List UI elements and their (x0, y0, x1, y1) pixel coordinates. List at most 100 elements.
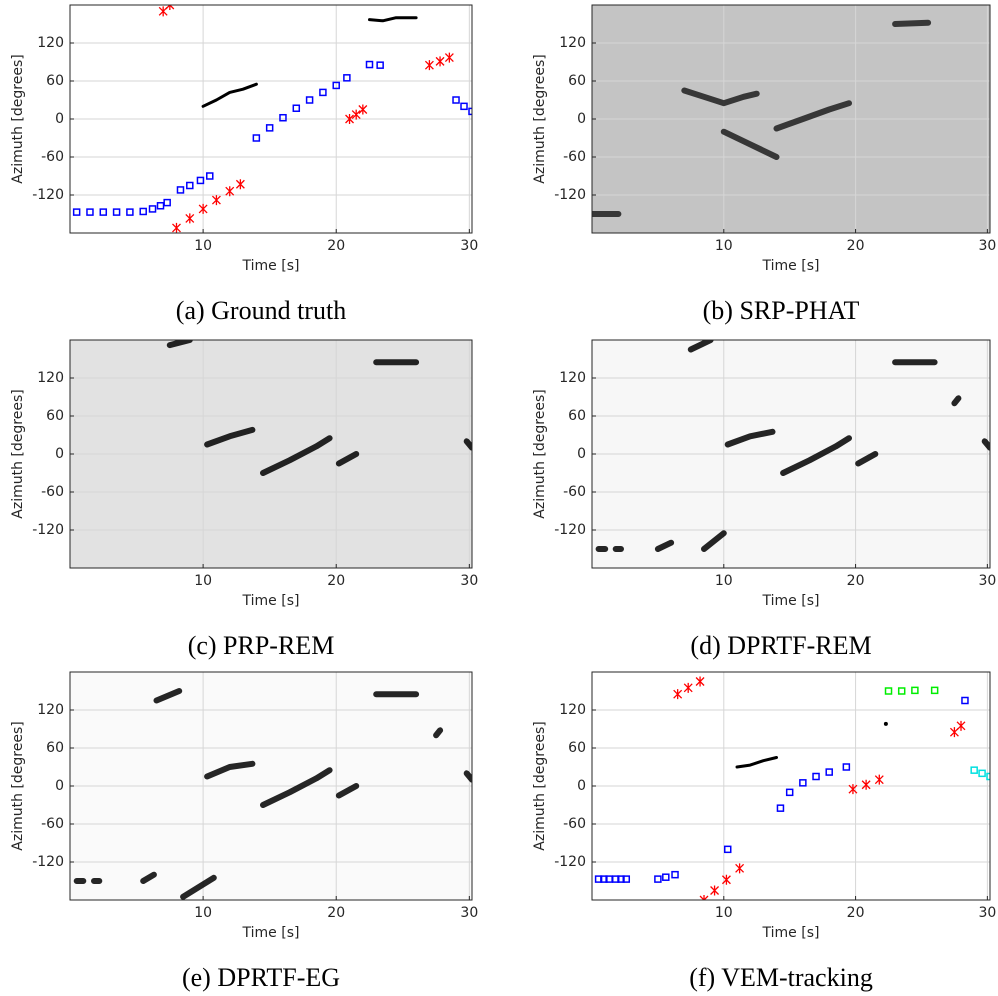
point (710, 885, 720, 896)
point (986, 772, 990, 781)
point (112, 208, 121, 216)
point (654, 875, 662, 883)
track (73, 688, 472, 900)
point (163, 198, 171, 207)
x-tick-label: 20 (327, 238, 345, 254)
point (671, 870, 679, 879)
y-tick-label: -120 (32, 854, 64, 870)
y-tick-label: 120 (37, 702, 64, 718)
x-axis-label: Time [s] (242, 258, 300, 274)
caption: (e) DPRTF-EG (182, 963, 340, 992)
y-tick-label: 120 (37, 35, 64, 51)
x-tick-label: 10 (715, 238, 733, 254)
y-tick-label: -60 (563, 149, 586, 165)
point (842, 763, 851, 771)
point (776, 804, 785, 812)
point (785, 788, 794, 797)
point (126, 208, 134, 216)
caption: (d) DPRTF-REM (690, 631, 871, 660)
y-tick-label: -60 (41, 816, 64, 832)
x-tick-label: 30 (460, 905, 478, 921)
point (825, 768, 833, 776)
axes-frame (591, 671, 991, 901)
y-tick-label: -120 (32, 522, 64, 538)
point (897, 687, 906, 695)
point (695, 676, 705, 687)
point (884, 687, 893, 695)
point (176, 186, 185, 194)
point (735, 863, 745, 874)
y-tick-label: 60 (568, 408, 586, 424)
point (351, 109, 361, 120)
caption: (c) PRP-REM (188, 631, 335, 660)
point (435, 56, 445, 67)
point (799, 779, 807, 787)
point (874, 774, 884, 785)
point (376, 61, 384, 69)
y-axis-label: Azimuth [degrees] (10, 721, 26, 850)
point (723, 845, 732, 854)
y-tick-label: -60 (41, 484, 64, 500)
point (72, 208, 81, 216)
y-axis-label: Azimuth [degrees] (532, 54, 548, 183)
y-tick-label: -120 (554, 854, 586, 870)
x-tick-label: 20 (847, 573, 865, 589)
point (358, 104, 368, 115)
x-tick-label: 20 (327, 573, 345, 589)
y-tick-label: -120 (554, 187, 586, 203)
panel: 10 20 30 -120 -60 0 60 120 Time [s] Azimuth [degr… (532, 339, 996, 660)
x-tick-label: 20 (327, 905, 345, 921)
y-tick-label: 120 (37, 370, 64, 386)
x-axis-label: Time [s] (762, 925, 820, 941)
point (139, 207, 147, 216)
point (345, 114, 354, 124)
point (444, 52, 454, 63)
point (165, 5, 175, 10)
x-tick-label: 10 (715, 905, 733, 921)
point (252, 134, 261, 142)
caption: (f) VEM-tracking (689, 963, 873, 992)
point (332, 81, 340, 90)
y-tick-label: 60 (46, 740, 64, 756)
axes-frame (591, 4, 991, 234)
point (662, 873, 670, 881)
y-tick-label: 60 (568, 73, 586, 89)
x-tick-label: 20 (847, 905, 865, 921)
y-tick-label: -60 (563, 816, 586, 832)
point (812, 772, 820, 781)
marks (166, 340, 472, 476)
point (861, 779, 871, 790)
y-tick-label: 0 (577, 111, 586, 127)
track (592, 19, 932, 217)
axes-frame (69, 339, 473, 569)
point (196, 176, 205, 185)
point (978, 769, 986, 778)
x-tick-label: 30 (460, 238, 478, 254)
point (883, 721, 888, 726)
point (305, 96, 314, 104)
panel: 10 20 30 -120 -60 0 60 120 Time [s] Azimuth [degr… (532, 671, 996, 992)
point (279, 113, 287, 122)
panel: 10 20 30 -120 -60 0 60 120 Time [s] Azimuth [degr… (532, 4, 996, 325)
x-axis-label: Time [s] (762, 593, 820, 609)
point (673, 689, 683, 700)
point (185, 213, 195, 224)
point (683, 682, 693, 693)
point (148, 205, 157, 213)
axes-frame (69, 4, 473, 234)
point (622, 875, 631, 883)
y-tick-label: 60 (568, 740, 586, 756)
marks (592, 19, 932, 217)
marks (72, 5, 472, 233)
point (911, 686, 919, 695)
point (452, 96, 460, 104)
x-axis-label: Time [s] (242, 925, 300, 941)
y-tick-label: 0 (55, 446, 64, 462)
point (721, 874, 731, 885)
x-tick-label: 10 (194, 905, 212, 921)
x-tick-label: 10 (715, 573, 733, 589)
point (848, 784, 858, 795)
point (198, 203, 208, 214)
